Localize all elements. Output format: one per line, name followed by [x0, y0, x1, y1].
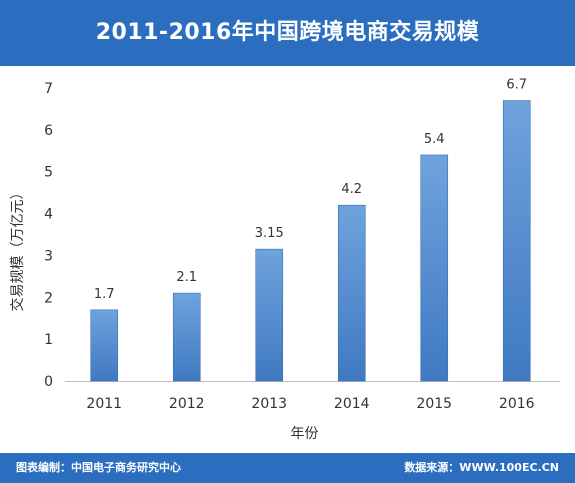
data-label-2012: 2.1: [176, 270, 197, 285]
bar-2016: [502, 100, 531, 382]
y-tick-label: 2: [44, 290, 53, 306]
footer-bar: 图表编制：中国电子商务研究中心 数据来源：WWW.100EC.CN: [0, 453, 575, 483]
y-axis-label: 交易规模（万亿元）: [9, 186, 26, 312]
y-tick-label: 6: [44, 123, 53, 139]
data-label-2011: 1.7: [94, 287, 115, 302]
footer-credit: 图表编制：中国电子商务研究中心: [16, 461, 181, 474]
data-label-2015: 5.4: [424, 132, 445, 147]
bar-2012: [172, 292, 201, 382]
x-tick-label-2014: 2014: [334, 396, 370, 412]
x-tick-label-2012: 2012: [169, 396, 205, 412]
x-axis-ticks: 2011 2012 2013 2014 2015 2016: [86, 396, 534, 412]
bar-2014: [337, 204, 366, 382]
y-tick-label: 4: [44, 207, 53, 223]
y-tick-label: 5: [44, 165, 53, 181]
x-tick-label-2011: 2011: [86, 396, 122, 412]
bars: [90, 100, 531, 382]
bar-2013: [255, 248, 284, 382]
x-axis-label: 年份: [291, 426, 319, 442]
y-tick-label: 0: [44, 374, 53, 390]
data-label-2016: 6.7: [506, 78, 527, 93]
data-label-2013: 3.15: [255, 226, 284, 241]
bar-2011: [90, 309, 119, 382]
x-tick-label-2013: 2013: [251, 396, 287, 412]
x-tick-label-2015: 2015: [416, 396, 452, 412]
data-label-2014: 4.2: [341, 182, 362, 197]
chart-title: 2011-2016年中国跨境电商交易规模: [95, 20, 480, 45]
footer-source: 数据来源：WWW.100EC.CN: [404, 461, 559, 474]
y-tick-label: 1: [44, 332, 53, 348]
y-axis-ticks: 0 1 2 3 4 5 6 7: [44, 81, 53, 390]
data-labels: 1.7 2.1 3.15 4.2 5.4 6.7: [94, 78, 527, 302]
bar-2015: [420, 154, 449, 382]
x-tick-label-2016: 2016: [499, 396, 535, 412]
y-tick-label: 3: [44, 248, 53, 264]
y-tick-label: 7: [44, 81, 53, 97]
title-bar: 2011-2016年中国跨境电商交易规模: [0, 0, 575, 66]
